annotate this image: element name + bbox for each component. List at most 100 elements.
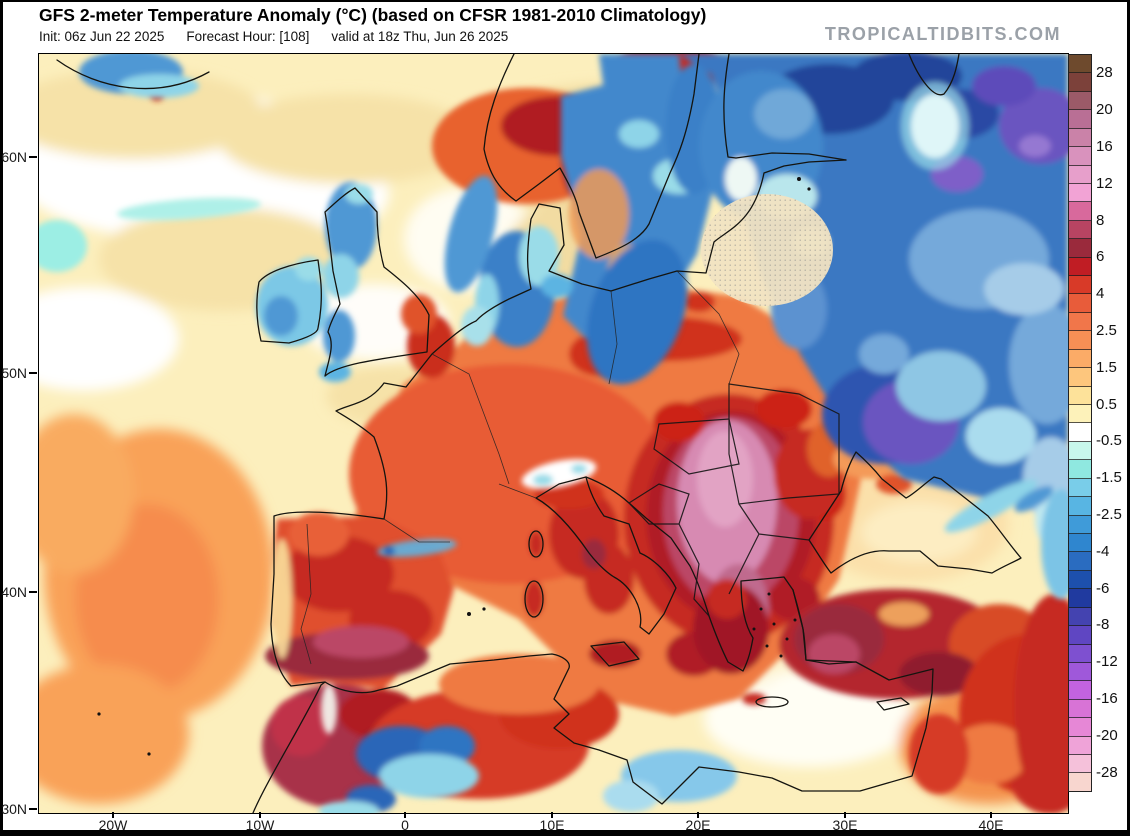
balkan-borders [628,383,840,617]
bottom-frame [0,830,1130,836]
colorbar-cell [1069,662,1091,682]
colorbar-cell [1069,165,1091,184]
colorbar-cell [1069,202,1091,221]
colorbar-tick-label: -12 [1096,653,1118,671]
warm-anomaly-regions [120,54,1068,813]
colorbar-cell [1069,460,1091,479]
colorbar-cell [1069,570,1091,590]
colorbar-cell [1069,755,1091,774]
colorbar-cell [1069,699,1091,719]
colorbar-cell [1069,147,1091,166]
forecast-hour: Forecast Hour: [108] [186,29,310,44]
forecast-info: Init: 06z Jun 22 2025 Forecast Hour: [108… [39,29,530,44]
colorbar-tick-label: -6 [1096,579,1110,597]
baltic-stipple-region [701,194,833,306]
colorbar-tick-label: 4 [1096,285,1105,303]
colorbar-cell [1069,589,1091,608]
colorbar-cell [1069,644,1091,663]
colorbar-cell [1069,497,1091,516]
colorbar-tick-label: -28 [1096,763,1118,781]
colorbar-cell [1069,331,1091,350]
lat-tick [29,591,37,593]
colorbar-tick-label: -0.5 [1096,432,1122,450]
colorbar-tick-label: -2.5 [1096,506,1122,523]
colorbar-cell [1069,478,1091,498]
lon-tick [259,812,261,818]
colorbar-tick-label: -4 [1096,542,1110,560]
colorbar-cell [1069,276,1091,295]
colorbar-cell [1069,626,1091,645]
lon-tick [990,812,992,818]
colorbar-cell [1069,405,1091,424]
lon-label: 0 [401,817,409,833]
lat-label: 50N [1,365,27,381]
lon-tick [404,812,406,818]
colorbar-labels: 28 20 16 12 8 6 4 2.5 1.5 0.5 -0.5 -1.5 -2.5 -4 -6 -8 -1… [1096,54,1130,790]
colorbar-cell [1069,607,1091,627]
colorbar-cell [1069,423,1091,442]
cold-anomaly-regions [39,54,1068,813]
colorbar-tick-label: -16 [1096,690,1118,707]
colorbar-cell [1069,386,1091,406]
page-title: GFS 2-meter Temperature Anomaly (°C) (ba… [39,5,707,25]
lon-label: 20W [98,817,128,833]
lon-tick [697,812,699,818]
colorbar-cell [1069,239,1091,258]
init-time: Init: 06z Jun 22 2025 [39,29,165,44]
lat-tick [29,372,37,374]
watermark: TROPICALTIDBITS.COM [824,24,1061,44]
colorbar-cell [1069,312,1091,332]
lon-label: 40E [978,817,1004,833]
anomaly-map-image [39,54,1068,813]
colorbar-tick-label: 16 [1096,138,1113,155]
colorbar-cells [1068,54,1092,792]
lon-label: 20E [685,817,711,833]
colorbar-tick-label: -8 [1096,616,1110,634]
colorbar-tick-label: 8 [1096,211,1105,229]
colorbar-cell [1069,533,1091,553]
lat-label: 40N [1,584,27,600]
colorbar-tick-label: 6 [1096,248,1105,266]
colorbar-cell [1069,718,1091,737]
colorbar-cell [1069,441,1091,461]
lon-tick [551,812,553,818]
colorbar-tick-label: 1.5 [1096,358,1117,376]
colorbar-cell [1069,257,1091,277]
lon-label: 30E [832,817,858,833]
colorbar-tick-label: -20 [1096,726,1118,744]
colorbar-cell [1069,515,1091,534]
colorbar-cell [1069,183,1091,203]
colorbar-tick-label: -1.5 [1096,469,1122,487]
lon-tick [844,812,846,818]
colorbar-cell [1069,368,1091,387]
colorbar-cell [1069,220,1091,240]
colorbar-cell [1069,73,1091,92]
lat-label: 60N [1,149,27,165]
colorbar-tick-label: 12 [1096,174,1113,192]
valid-time: valid at 18z Thu, Jun 26 2025 [331,29,509,44]
lon-tick [112,812,114,818]
map-canvas [38,53,1069,814]
colorbar-tick-label: 20 [1096,101,1113,119]
country-borders [300,270,740,665]
colorbar-cell [1069,294,1091,313]
colorbar-tick-label: 28 [1096,64,1113,82]
lat-tick [29,808,37,810]
colorbar-cell [1069,736,1091,756]
colorbar-cell [1069,349,1091,369]
colorbar-cell [1069,91,1091,111]
lon-label: 10E [539,817,565,833]
colorbar-cell [1069,681,1091,700]
colorbar-cell [1069,552,1091,571]
lon-label: 10W [245,817,275,833]
colorbar-cell [1069,128,1091,148]
colorbar-cell [1069,110,1091,129]
island-specks [97,177,811,756]
colorbar-cell [1069,55,1091,74]
lat-label: 30N [1,801,27,817]
colorbar-tick-label: 0.5 [1096,395,1117,413]
colorbar-cell [1069,773,1091,791]
lat-tick [29,156,37,158]
